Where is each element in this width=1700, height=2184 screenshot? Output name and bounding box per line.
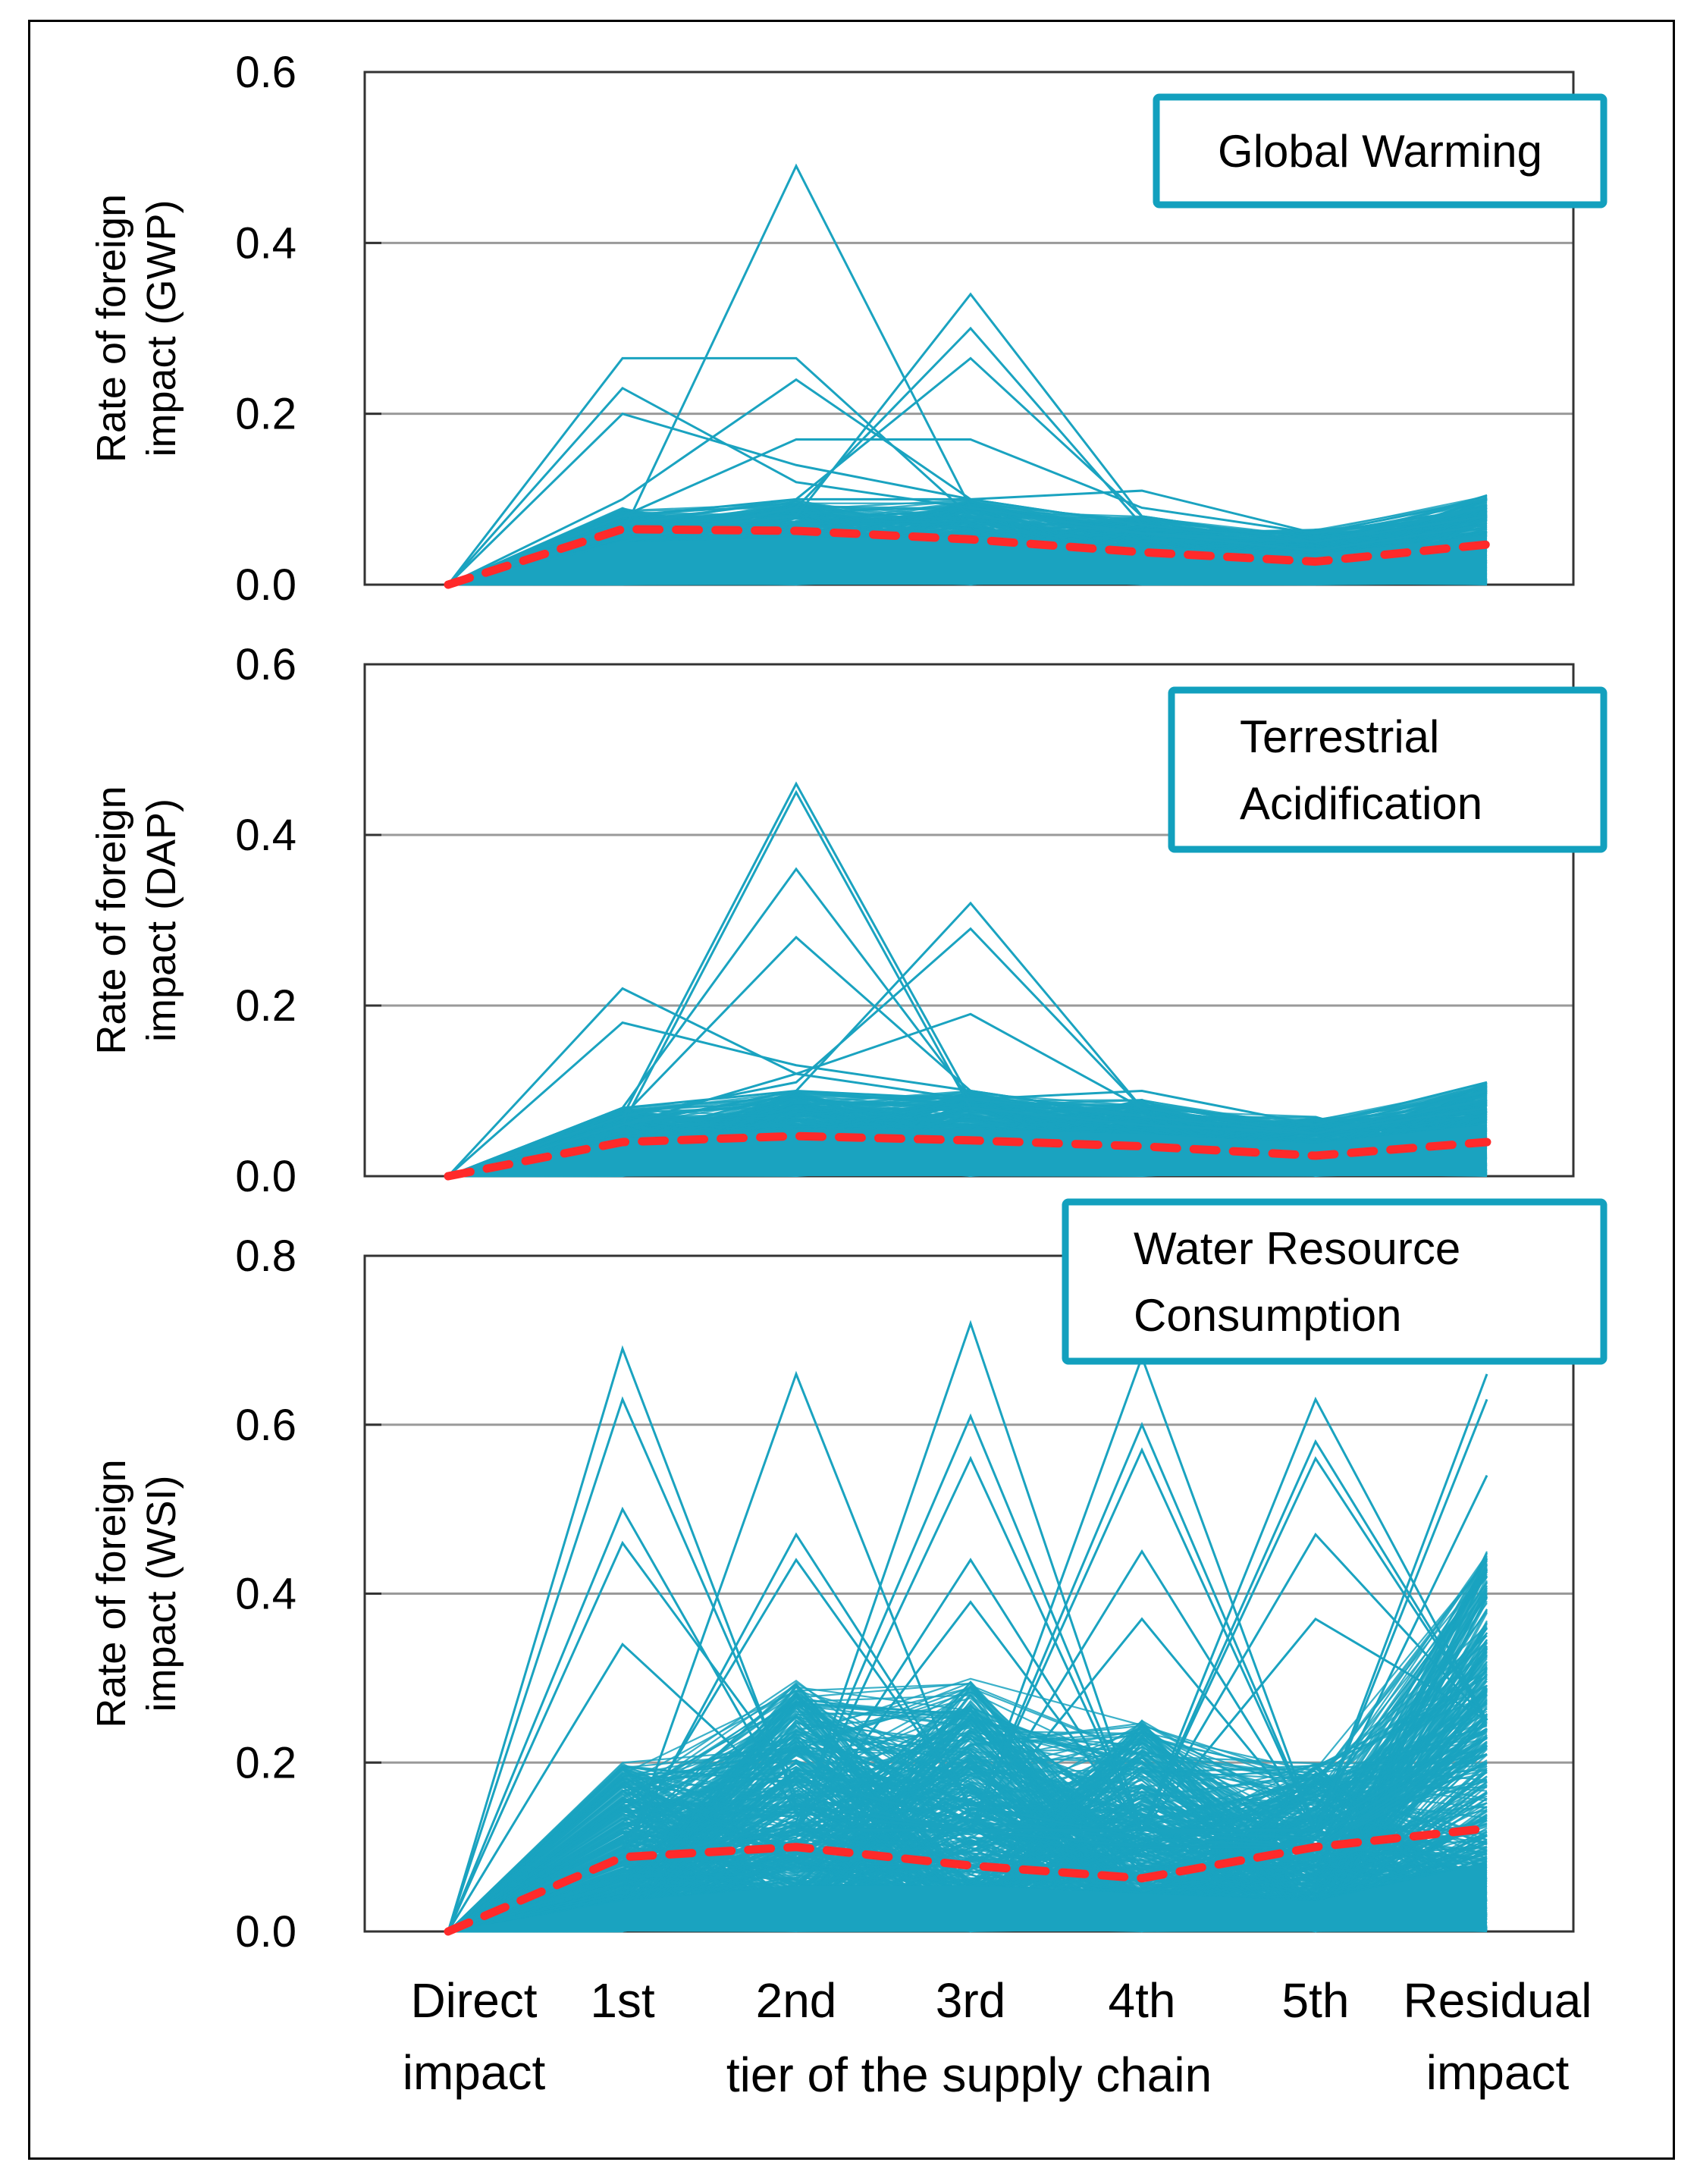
- legend-label: Terrestrial: [1240, 711, 1439, 762]
- legend-frame: [1062, 1198, 1607, 1365]
- sector-line-sector-4th-high: [447, 489, 1488, 586]
- sector-line: [447, 1765, 1488, 1932]
- sector-line: [447, 1796, 1488, 1932]
- y-axis-title-line: Rate of foreign: [89, 1459, 134, 1727]
- x-tick-label: impact: [1426, 2045, 1570, 2100]
- y-axis-title-line: Rate of foreign: [89, 786, 134, 1054]
- y-tick-label: 0.2: [235, 390, 296, 439]
- y-tick-label: 0.4: [235, 218, 296, 268]
- sector-lines: [447, 1551, 1488, 1933]
- y-tick-label: 0.6: [235, 640, 296, 689]
- x-tick-label: 2nd: [756, 1973, 837, 2028]
- y-tick-label: 0.6: [235, 1401, 296, 1450]
- y-axis-title: Rate of foreign impact (DAP): [89, 786, 184, 1054]
- sector-line: [447, 1771, 1488, 1932]
- sector-line: [447, 1116, 1488, 1178]
- sector-line: [447, 1766, 1488, 1932]
- x-tick-label: 5th: [1282, 1973, 1350, 2028]
- y-axis-title: Rate of foreign impact (WSI): [89, 1459, 184, 1727]
- shared-x-axis: Direct impact 1st 2nd 3rd 4th 5th Residual impac…: [403, 1973, 1592, 2102]
- legend-label: Acidification: [1240, 778, 1482, 829]
- sector-line-sector-4th-high: [447, 1081, 1488, 1178]
- sector-line: [447, 1785, 1488, 1933]
- legend-label: Water Resource: [1134, 1223, 1460, 1274]
- x-tick-label: Residual: [1403, 1973, 1592, 2028]
- y-tick-label: 0.4: [235, 811, 296, 860]
- x-tick-label: 1st: [590, 1973, 655, 2028]
- mean-line: [444, 1131, 1491, 1181]
- mean-line: [444, 525, 1491, 589]
- x-tick-label: Direct: [410, 1973, 537, 2028]
- sector-lines-dense-area: [448, 1862, 1487, 1931]
- legend-box: Global Warming: [1153, 93, 1607, 209]
- mean-line: [444, 1824, 1491, 1936]
- figure-frame: [28, 20, 1675, 2160]
- x-axis-title: tier of the supply chain: [726, 2048, 1212, 2102]
- panel-3: 0.0 0.2 0.4 0.6 0.8 Rate of foreign impact (WS…: [89, 1198, 1607, 1956]
- y-tick-label: 0.2: [235, 1738, 296, 1787]
- legend-label: Consumption: [1134, 1290, 1402, 1341]
- y-tick-label: 0.6: [235, 48, 296, 97]
- legend-box: Terrestrial Acidification: [1168, 686, 1607, 853]
- y-tick-label: 0.0: [235, 560, 296, 610]
- sector-line-sector-flat-high: [447, 356, 1488, 585]
- legend-label: Global Warming: [1218, 126, 1542, 177]
- sector-line-sector-residual-c: [447, 1474, 1488, 1933]
- legend-frame: [1168, 686, 1607, 853]
- legend-box: Water Resource Consumption: [1062, 1198, 1607, 1365]
- y-tick-label: 0.0: [235, 1152, 296, 1201]
- sector-line: [447, 1687, 1488, 1932]
- y-axis-title: Rate of foreign impact (GWP): [89, 194, 184, 463]
- y-axis-title-line: Rate of foreign: [89, 194, 134, 463]
- panel-2: 0.0 0.2 0.4 0.6 Rate of foreign impact (DAP) T…: [89, 640, 1607, 1201]
- x-tick-label: 4th: [1109, 1973, 1176, 2028]
- panel-1: 0.0 0.2 0.4 0.6 Rate of foreign impact (GWP) G…: [89, 48, 1607, 610]
- y-tick-label: 0.8: [235, 1232, 296, 1281]
- x-tick-label: impact: [403, 2045, 546, 2100]
- y-tick-label: 0.0: [235, 1907, 296, 1956]
- y-axis-title-line: impact (DAP): [139, 799, 184, 1042]
- y-axis-title-line: impact (GWP): [139, 199, 184, 457]
- sector-line-sector-peak-1st-b: [447, 1021, 1488, 1178]
- y-tick-label: 0.2: [235, 981, 296, 1031]
- sector-lines-dense-area: [448, 535, 1487, 585]
- legend-frame: [1153, 93, 1607, 209]
- y-tick-label: 0.4: [235, 1570, 296, 1619]
- y-axis-title-line: impact (WSI): [139, 1475, 184, 1712]
- x-tick-label: 3rd: [936, 1973, 1006, 2028]
